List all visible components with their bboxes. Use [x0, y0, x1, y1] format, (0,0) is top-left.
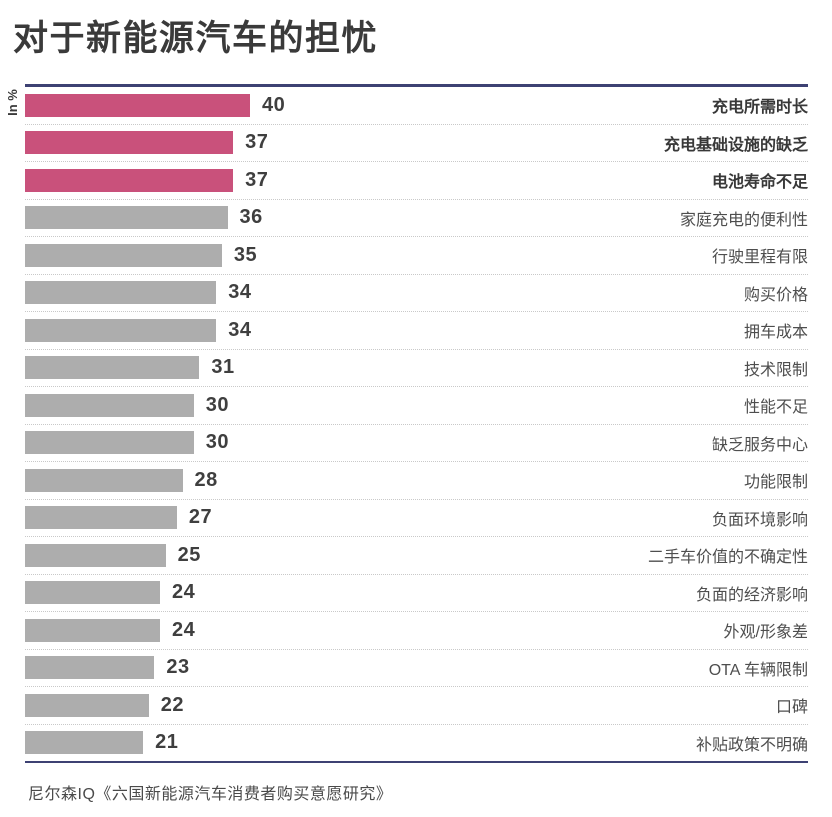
bar-chart: 40 充电所需时长 37 充电基础设施的缺乏 37 电池寿命不足 36 家庭充电的便利性 35 行… [25, 84, 808, 763]
category-label: 口碑 [775, 699, 808, 717]
bar-value-label: 35 [233, 243, 258, 266]
bar-value-label: 30 [205, 431, 229, 454]
bar-row: 21 补贴政策不明确 [25, 725, 808, 762]
bar-row: 22 口碑 [25, 687, 808, 725]
bar [25, 206, 228, 230]
bar [25, 468, 183, 492]
category-label: 家庭充电的便利性 [679, 211, 808, 229]
bar-row: 24 负面的经济影响 [25, 575, 808, 612]
bar-value-label: 40 [262, 93, 286, 116]
bar-value-label: 24 [172, 618, 196, 641]
category-label: 充电基础设施的缺乏 [663, 136, 808, 154]
category-label: 负面环境影响 [711, 511, 808, 529]
category-label: 补贴政策不明确 [695, 736, 808, 754]
bar-value-label: 25 [177, 543, 201, 566]
bar-value-label: 22 [160, 693, 184, 716]
bar-row: 30 性能不足 [25, 387, 808, 425]
source-note: 尼尔森IQ《六国新能源汽车消费者购买意愿研究》 [28, 786, 393, 803]
category-label: 功能限制 [743, 474, 808, 492]
bar [25, 168, 234, 192]
category-label: 电池寿命不足 [711, 174, 808, 192]
bar-value-label: 27 [188, 506, 213, 529]
category-label: 二手车价值的不确定性 [647, 549, 808, 567]
bar-row: 37 充电基础设施的缺乏 [25, 125, 808, 162]
bar-value-label: 34 [228, 318, 252, 341]
bar-row: 25 二手车价值的不确定性 [25, 537, 808, 575]
category-label: 外观/形象差 [723, 624, 808, 642]
category-label: 购买价格 [743, 286, 808, 304]
bar [25, 581, 160, 605]
axis-unit-label: In % [4, 88, 20, 116]
bar-row: 37 电池寿命不足 [25, 162, 808, 200]
bar [25, 356, 200, 380]
bar [25, 281, 217, 305]
bar-row: 35 行驶里程有限 [25, 237, 808, 275]
bar-value-label: 31 [211, 356, 235, 379]
category-label: 性能不足 [743, 399, 808, 417]
bar-row: 30 缺乏服务中心 [25, 425, 808, 462]
bar [25, 318, 217, 342]
bar-row: 34 拥车成本 [25, 312, 808, 350]
category-label: 充电所需时长 [711, 99, 808, 117]
bar [25, 431, 194, 455]
category-label: 技术限制 [743, 361, 808, 379]
bar-row: 23 OTA 车辆限制 [25, 650, 808, 687]
category-label: OTA 车辆限制 [708, 661, 808, 679]
bar-value-label: 36 [239, 206, 263, 229]
bar-value-label: 23 [166, 656, 190, 679]
bar [25, 131, 234, 155]
bar-value-label: 30 [205, 393, 229, 416]
bar [25, 656, 155, 680]
bar [25, 393, 194, 417]
bar-row: 34 购买价格 [25, 275, 808, 312]
bar [25, 543, 166, 567]
bar [25, 506, 177, 530]
bar-row: 27 负面环境影响 [25, 500, 808, 537]
category-label: 缺乏服务中心 [711, 436, 808, 454]
axis-unit-label-wrap: In % [1, 86, 23, 118]
category-label: 负面的经济影响 [695, 586, 808, 604]
category-label: 行驶里程有限 [711, 249, 808, 267]
bar-value-label: 37 [245, 131, 269, 154]
bar-row: 36 家庭充电的便利性 [25, 200, 808, 237]
category-label: 拥车成本 [743, 324, 808, 342]
bar [25, 243, 222, 267]
page-title: 对于新能源汽车的担忧 [13, 19, 379, 58]
bar-row: 24 外观/形象差 [25, 612, 808, 650]
bar [25, 693, 149, 717]
bar [25, 93, 250, 117]
bar-row: 40 充电所需时长 [25, 87, 808, 125]
bar-value-label: 21 [155, 731, 179, 754]
bar-value-label: 28 [194, 468, 218, 491]
bar-row: 28 功能限制 [25, 462, 808, 500]
bar [25, 731, 144, 755]
bar-value-label: 34 [228, 281, 252, 304]
bar-value-label: 24 [172, 581, 196, 604]
bar-row: 31 技术限制 [25, 350, 808, 387]
bar-value-label: 37 [245, 168, 269, 191]
bar [25, 618, 160, 642]
